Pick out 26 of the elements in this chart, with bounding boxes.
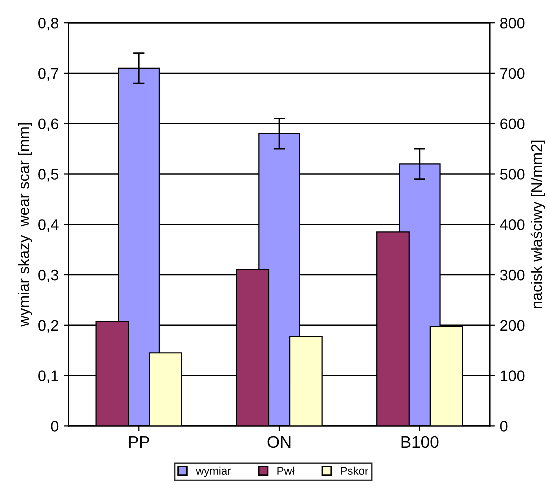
- legend-label: Pwł: [278, 466, 295, 475]
- y2-tick-label: 200: [500, 320, 525, 332]
- x-tick-label: ON: [268, 436, 291, 448]
- y2-tick-label: 500: [500, 169, 525, 180]
- y2-tick-label: 800: [500, 18, 525, 29]
- y-tick-label: 0,1: [38, 370, 58, 384]
- y2-tick-label: 0: [500, 421, 508, 432]
- y2-tick-label: 300: [500, 270, 525, 281]
- y-tick-label: 0,5: [38, 169, 59, 182]
- y-tick-label: 0,4: [38, 220, 59, 232]
- y-tick-label: 0,8: [38, 18, 59, 31]
- x-tick-label: B100: [402, 436, 439, 448]
- y2-tick-label: 600: [500, 118, 525, 130]
- y-tick-label: 0,7: [38, 68, 58, 81]
- y2-axis-title: nacisk właściwy [N/mm2]: [530, 140, 546, 309]
- y-tick-label: 0,6: [38, 118, 59, 132]
- y-axis-title: wymiar skazy wear scar [mm]: [18, 123, 32, 327]
- y2-tick-label: 100: [501, 370, 525, 382]
- y-tick-label: 0: [51, 421, 59, 432]
- y-tick-label: 0,3: [38, 270, 59, 283]
- legend-label: wymiar: [196, 466, 232, 478]
- legend-label: Pskor: [341, 466, 369, 476]
- y2-tick-label: 700: [500, 68, 525, 80]
- x-tick-label: PP: [129, 436, 150, 448]
- y2-tick-label: 400: [500, 220, 525, 230]
- y-tick-label: 0,2: [38, 320, 58, 333]
